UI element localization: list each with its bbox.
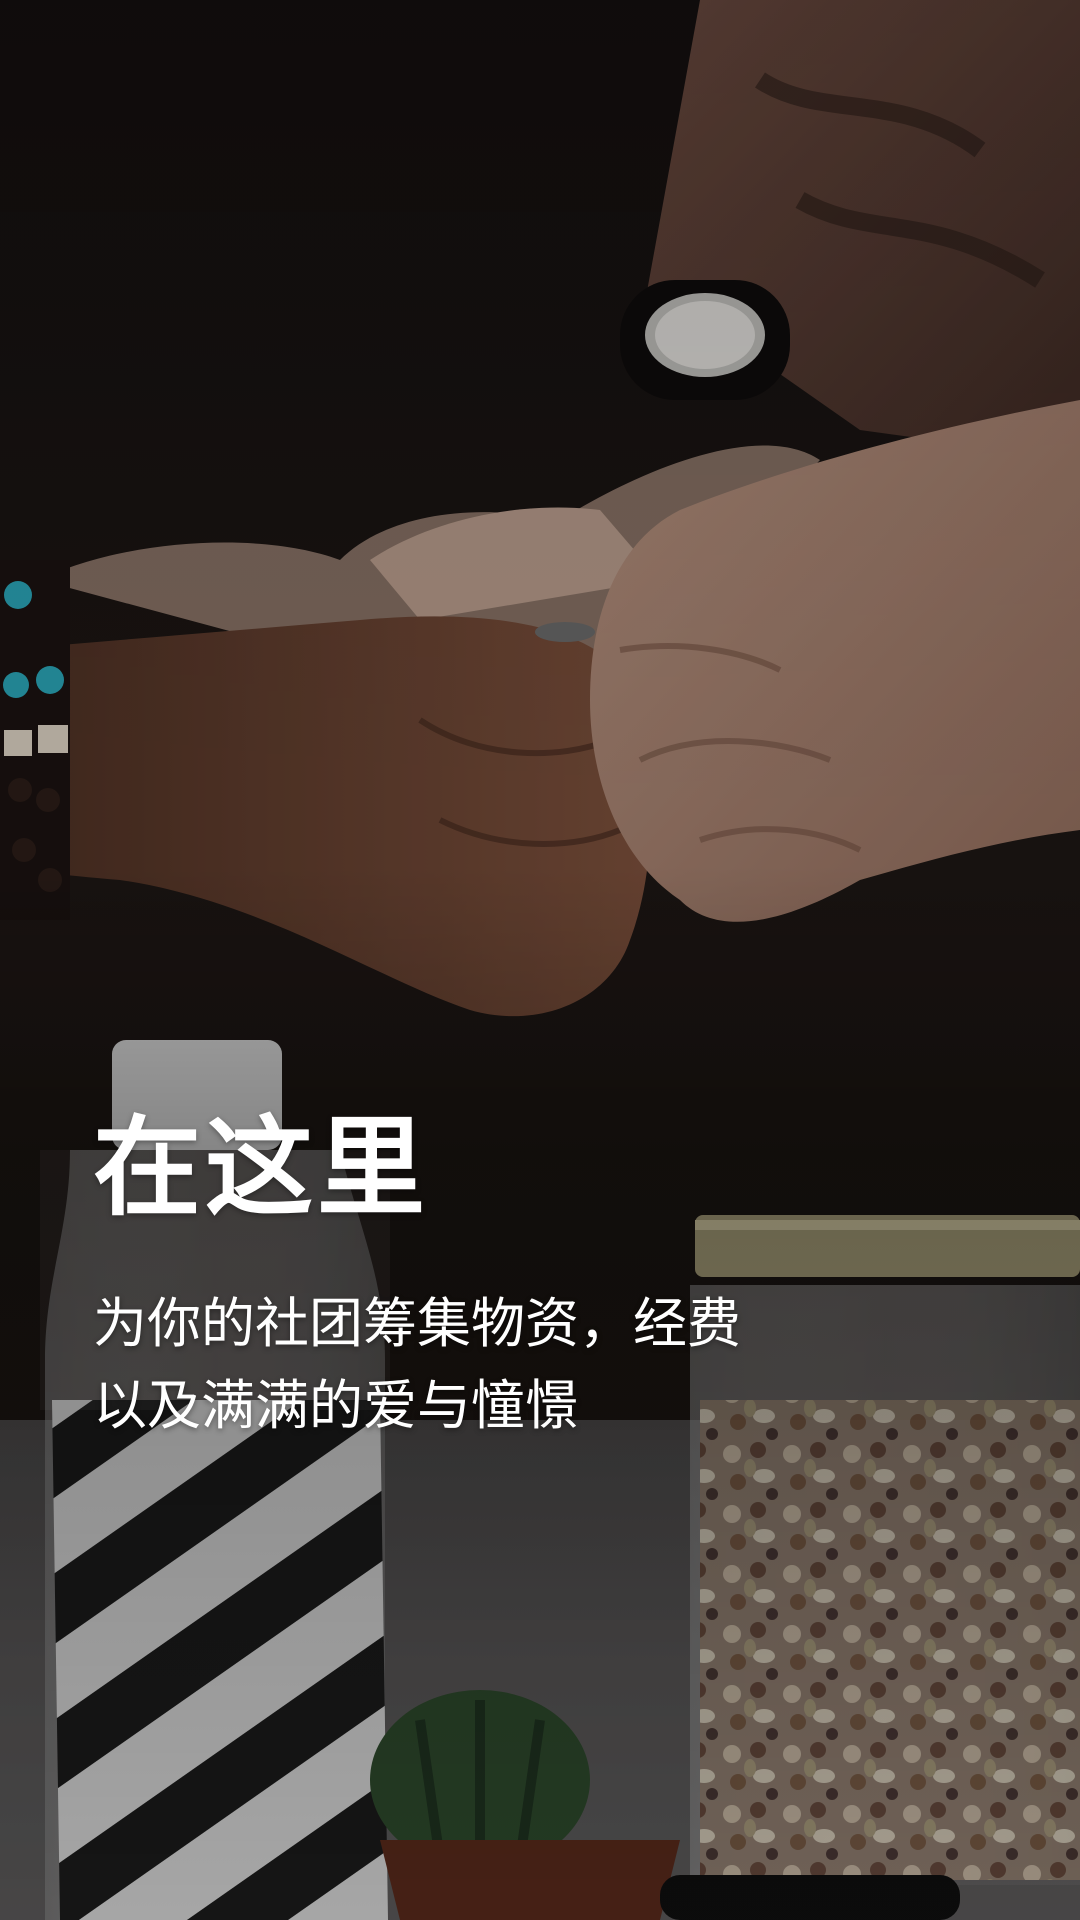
hero-title: 在这里 bbox=[93, 1106, 430, 1231]
hero-subtitle: 为你的社团筹集物资，经费 以及满满的爱与憧憬 bbox=[93, 1283, 993, 1447]
hero-subtitle-line-1: 为你的社团筹集物资，经费 bbox=[93, 1292, 741, 1355]
hero-subtitle-line-2: 以及满满的爱与憧憬 bbox=[93, 1374, 579, 1437]
hero-text: 在这里 为你的社团筹集物资，经费 以及满满的爱与憧憬 bbox=[93, 1115, 993, 1447]
